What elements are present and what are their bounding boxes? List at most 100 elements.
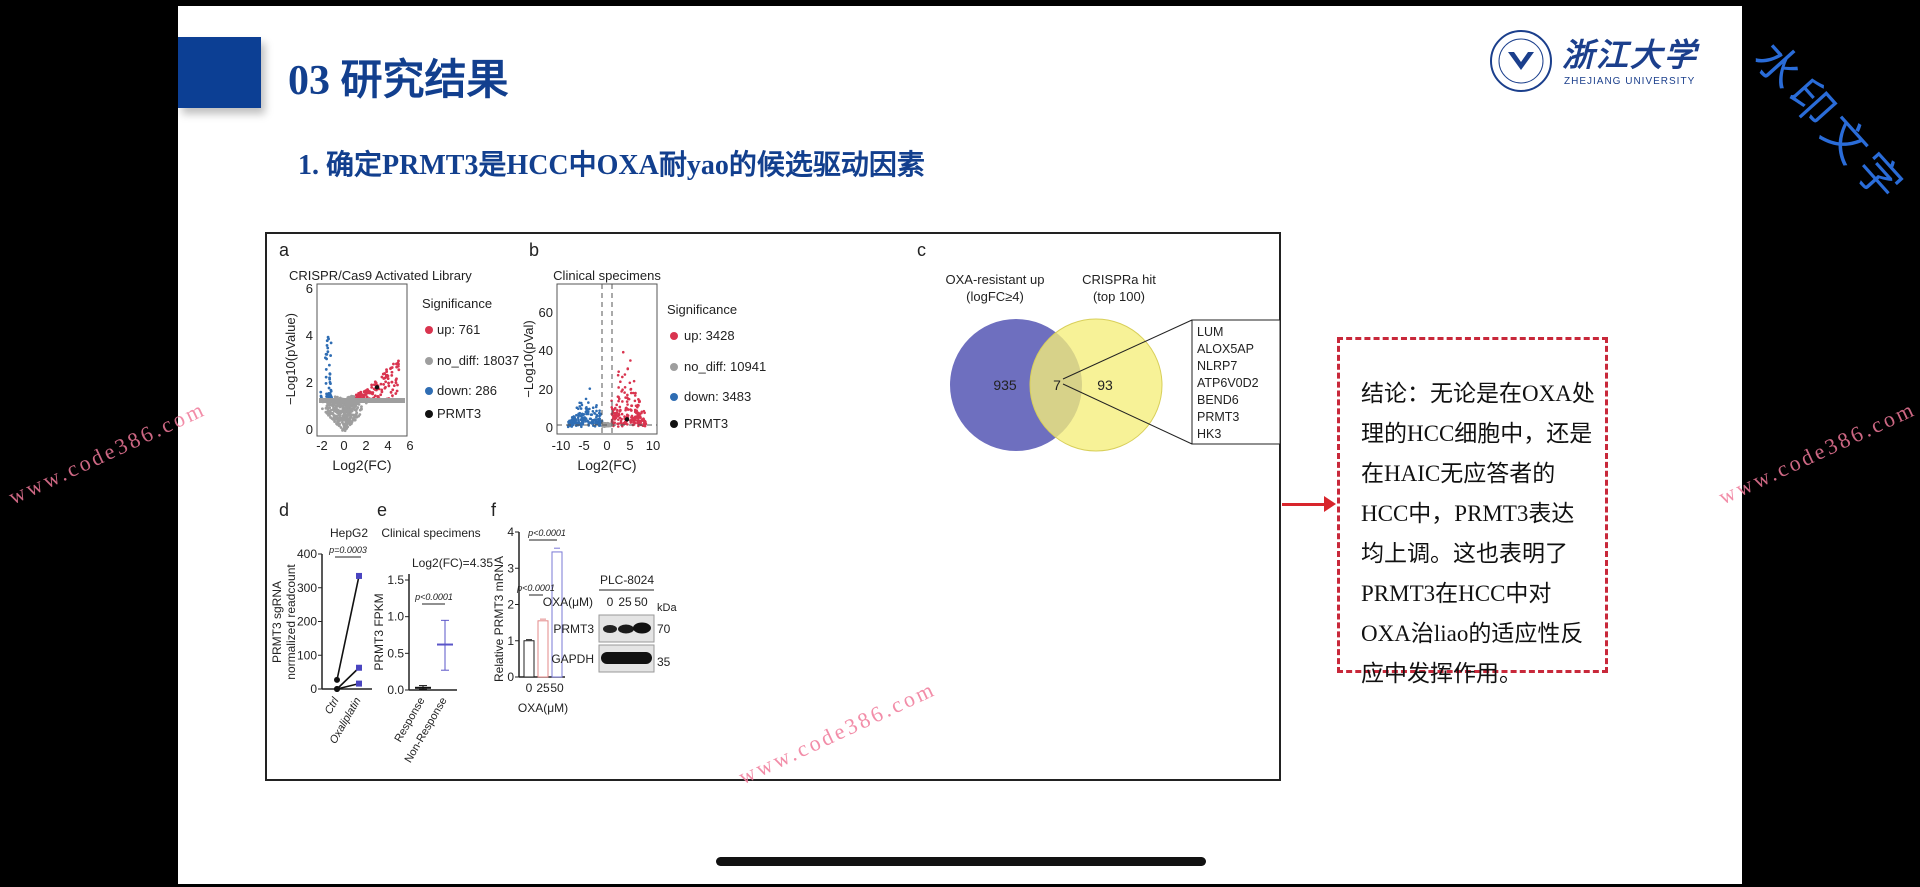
volcano-point	[628, 381, 632, 385]
y-axis-label: PRMT3 sgRNA	[270, 581, 284, 663]
watermark: www.code386.com	[1714, 395, 1920, 510]
home-indicator[interactable]	[716, 857, 1206, 866]
volcano-point	[617, 418, 620, 421]
university-seal-icon	[1490, 30, 1552, 92]
volcano-point	[325, 395, 328, 398]
volcano-point	[394, 381, 398, 385]
volcano-point	[395, 377, 398, 381]
volcano-point	[625, 406, 628, 410]
volcano-point	[625, 413, 629, 417]
volcano-point	[603, 425, 606, 429]
legend-entry: no_diff: 10941	[684, 359, 766, 374]
band	[633, 622, 651, 634]
panel-label: b	[529, 240, 539, 260]
points-a	[319, 335, 405, 433]
volcano-point	[595, 409, 598, 413]
blot-kda: 70	[657, 622, 671, 636]
volcano-point	[623, 391, 626, 394]
callout-line	[1062, 383, 1193, 445]
volcano-point	[637, 404, 640, 407]
volcano-point	[336, 411, 339, 415]
volcano-point	[610, 407, 614, 411]
panel-d: d HepG2 0 100 200 300 400 PRMT3 sgRNA normal…	[270, 500, 372, 746]
legend-swatch-prmt3	[670, 420, 678, 428]
volcano-point	[397, 368, 401, 372]
volcano-point	[395, 365, 399, 369]
volcano-point	[324, 368, 328, 371]
volcano-point	[623, 415, 626, 418]
volcano-point	[379, 382, 383, 386]
volcano-point	[373, 394, 377, 398]
volcano-point	[395, 389, 399, 393]
y-axis-label: Relative PRMT3 mRNA	[492, 556, 506, 682]
bar	[537, 620, 549, 678]
y-tick: 6	[306, 281, 313, 296]
volcano-point	[637, 417, 640, 421]
volcano-point	[353, 405, 357, 409]
x-tick: -2	[316, 438, 328, 453]
volcano-point	[617, 386, 620, 389]
volcano-point	[632, 391, 635, 395]
volcano-point	[595, 413, 599, 417]
blot-cell-line: PLC-8024	[600, 573, 654, 587]
y-tick: 4	[306, 328, 313, 343]
volcano-point	[584, 417, 588, 420]
x-axis-label: Log2(FC)	[332, 457, 391, 473]
volcano-point	[581, 422, 584, 426]
legend-swatch-down	[670, 393, 678, 401]
volcano-point	[342, 409, 346, 412]
volcano-point	[391, 394, 394, 398]
callout-line	[1062, 319, 1193, 380]
x-tick: 4	[384, 438, 391, 453]
band	[601, 652, 652, 664]
volcano-point	[327, 394, 331, 398]
volcano-point	[329, 388, 333, 392]
volcano-point	[323, 356, 327, 360]
volcano-point	[621, 400, 624, 403]
volcano-point	[584, 397, 588, 401]
volcano-point	[327, 386, 331, 390]
p-value: p<0.0001	[516, 583, 555, 593]
volcano-point	[370, 385, 374, 389]
x-tick: 2	[362, 438, 369, 453]
volcano-point	[585, 408, 589, 411]
volcano-point	[616, 425, 620, 428]
volcano-point	[384, 380, 388, 384]
venn-left-count: 935	[993, 377, 1017, 393]
volcano-point	[355, 411, 359, 415]
volcano-point	[617, 397, 621, 400]
blot-lane: 25	[618, 595, 632, 609]
panel-label: d	[279, 500, 289, 520]
volcano-point	[615, 408, 619, 412]
panel-label: e	[377, 500, 387, 520]
volcano-point	[367, 391, 371, 395]
volcano-point	[623, 385, 627, 389]
ctrl-point	[334, 686, 340, 692]
volcano-point	[341, 428, 345, 432]
volcano-point	[642, 409, 646, 413]
volcano-point	[350, 394, 353, 398]
x-axis-label: OXA(μM)	[518, 701, 568, 715]
volcano-point	[633, 408, 637, 412]
y-tick: 0.5	[387, 646, 404, 660]
volcano-point	[591, 406, 595, 410]
corner-watermark: 水印文字	[1743, 32, 1916, 216]
volcano-point	[615, 403, 618, 407]
volcano-point	[585, 406, 588, 409]
volcano-point	[608, 423, 612, 427]
volcano-point	[624, 422, 628, 425]
volcano-point	[384, 375, 388, 379]
points-b	[566, 350, 648, 429]
legend-entry: PRMT3	[684, 416, 728, 431]
volcano-point	[636, 411, 639, 414]
volcano-point	[346, 405, 350, 409]
x-tick: 0	[603, 438, 610, 453]
band	[618, 624, 634, 634]
x-axis-label: Log2(FC)	[577, 457, 636, 473]
volcano-point	[350, 413, 354, 417]
legend-swatch-up	[670, 332, 678, 340]
conclusion-box: 结论：无论是在OXA处理的HCC细胞中，还是在HAIC无应答者的HCC中，PRM…	[1337, 337, 1608, 686]
volcano-point	[625, 400, 629, 403]
volcano-point	[588, 407, 591, 411]
plot-frame	[556, 283, 658, 435]
